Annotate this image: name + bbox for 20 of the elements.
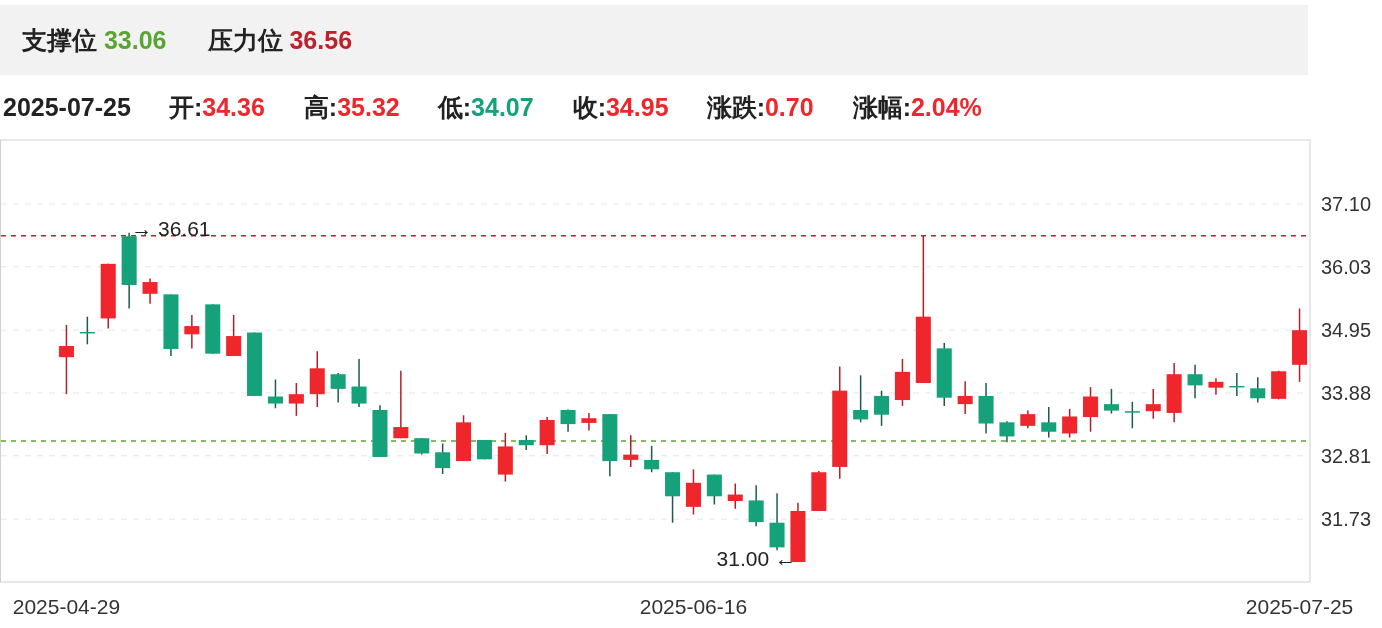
x-tick-label: 2025-06-16 bbox=[639, 595, 748, 618]
y-tick-label: 37.10 bbox=[1320, 192, 1372, 215]
annotation: → 36.61 bbox=[131, 216, 211, 240]
x-tick-label: 2025-07-25 bbox=[1245, 595, 1354, 618]
y-tick-label: 31.73 bbox=[1320, 508, 1372, 531]
annotation: 31.00 ← bbox=[716, 547, 796, 571]
text: 收:34.95 bbox=[572, 93, 669, 121]
y-tick-label: 36.03 bbox=[1320, 255, 1372, 278]
text: 开:34.36 bbox=[167, 93, 265, 121]
y-tick-label: 32.81 bbox=[1320, 444, 1372, 467]
y-tick-label: 34.95 bbox=[1320, 319, 1372, 342]
text: 涨幅:2.04% bbox=[851, 93, 982, 121]
text: 支撑位 33.06 bbox=[21, 26, 167, 54]
text: 低:34.07 bbox=[436, 93, 534, 121]
text: 高:35.32 bbox=[303, 93, 400, 121]
text: 涨跌:0.70 bbox=[705, 93, 814, 121]
x-tick-label: 2025-04-29 bbox=[12, 595, 121, 618]
text: 2025-07-25 bbox=[3, 93, 131, 121]
text: 压力位 36.56 bbox=[206, 26, 353, 54]
y-tick-label: 33.88 bbox=[1320, 381, 1372, 404]
